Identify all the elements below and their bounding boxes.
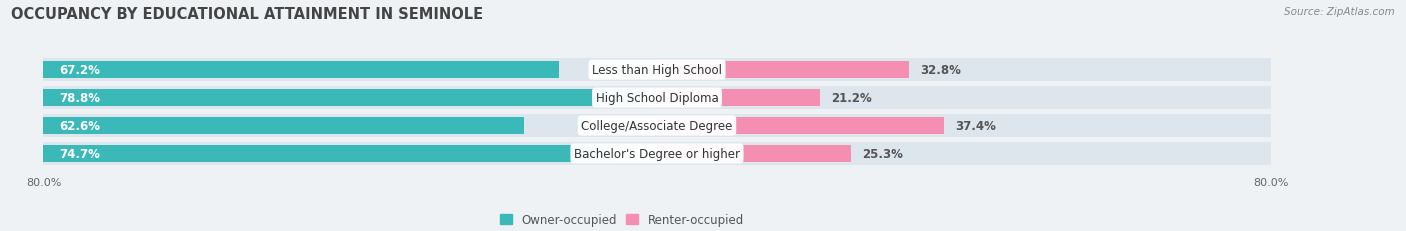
- Bar: [657, 89, 820, 107]
- Bar: [44, 89, 648, 107]
- Text: High School Diploma: High School Diploma: [596, 92, 718, 105]
- Text: 32.8%: 32.8%: [920, 64, 960, 77]
- Text: 37.4%: 37.4%: [955, 119, 997, 132]
- Bar: [44, 117, 523, 135]
- Text: Source: ZipAtlas.com: Source: ZipAtlas.com: [1284, 7, 1395, 17]
- Text: Bachelor's Degree or higher: Bachelor's Degree or higher: [574, 147, 740, 160]
- Bar: [657, 145, 851, 162]
- Text: 74.7%: 74.7%: [59, 147, 100, 160]
- Text: 62.6%: 62.6%: [59, 119, 100, 132]
- Bar: [657, 62, 908, 79]
- Bar: [44, 62, 558, 79]
- Bar: [44, 145, 616, 162]
- Bar: [44, 143, 1271, 165]
- Text: College/Associate Degree: College/Associate Degree: [581, 119, 733, 132]
- Bar: [44, 87, 1271, 109]
- Text: 21.2%: 21.2%: [831, 92, 872, 105]
- Bar: [657, 117, 943, 135]
- Text: OCCUPANCY BY EDUCATIONAL ATTAINMENT IN SEMINOLE: OCCUPANCY BY EDUCATIONAL ATTAINMENT IN S…: [11, 7, 484, 22]
- Text: 78.8%: 78.8%: [59, 92, 100, 105]
- Text: 67.2%: 67.2%: [59, 64, 100, 77]
- Legend: Owner-occupied, Renter-occupied: Owner-occupied, Renter-occupied: [495, 209, 748, 231]
- Text: Less than High School: Less than High School: [592, 64, 723, 77]
- Bar: [44, 59, 1271, 82]
- Text: 25.3%: 25.3%: [862, 147, 904, 160]
- Bar: [44, 115, 1271, 137]
